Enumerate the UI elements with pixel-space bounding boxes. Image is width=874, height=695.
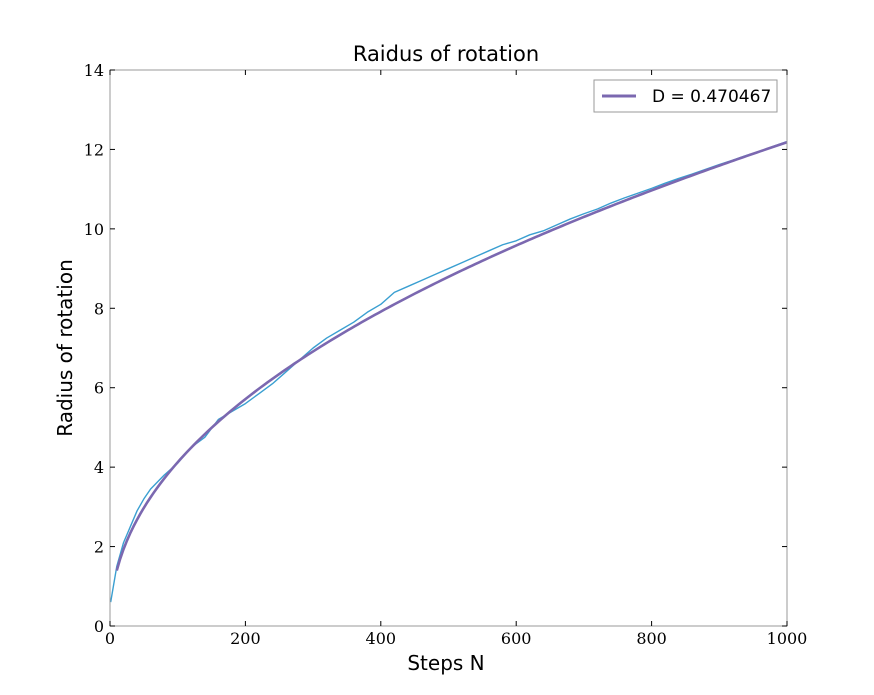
legend-entry-fit: D = 0.470467 xyxy=(652,87,771,107)
chart-title: Raidus of rotation xyxy=(353,42,539,66)
series-line-simulation xyxy=(109,140,788,603)
x-tick-label: 200 xyxy=(230,629,261,648)
y-tick-label: 2 xyxy=(94,538,104,557)
y-tick-label: 10 xyxy=(84,220,104,239)
y-tick-label: 8 xyxy=(94,299,104,318)
y-tick-label: 0 xyxy=(94,617,104,636)
y-tick-label: 14 xyxy=(84,61,104,80)
x-tick-label: 600 xyxy=(501,629,532,648)
plot-series xyxy=(109,140,788,603)
x-axis-label: Steps N xyxy=(407,651,484,675)
x-tick-label: 800 xyxy=(636,629,667,648)
plot-frame xyxy=(109,69,788,627)
series-line-fit xyxy=(115,140,788,571)
y-tick-label: 12 xyxy=(84,140,104,159)
axes: 0 200 400 600 800 1000 0 2 4 6 8 10 12 14 xyxy=(84,61,808,648)
y-axis-label: Radius of rotation xyxy=(53,259,77,436)
x-tick-label: 400 xyxy=(366,629,397,648)
x-tick-label: 1000 xyxy=(767,629,808,648)
legend: D = 0.470467 xyxy=(593,79,778,113)
y-tick-label: 6 xyxy=(94,379,104,398)
y-tick-label: 4 xyxy=(94,458,104,477)
x-tick-label: 0 xyxy=(105,629,115,648)
